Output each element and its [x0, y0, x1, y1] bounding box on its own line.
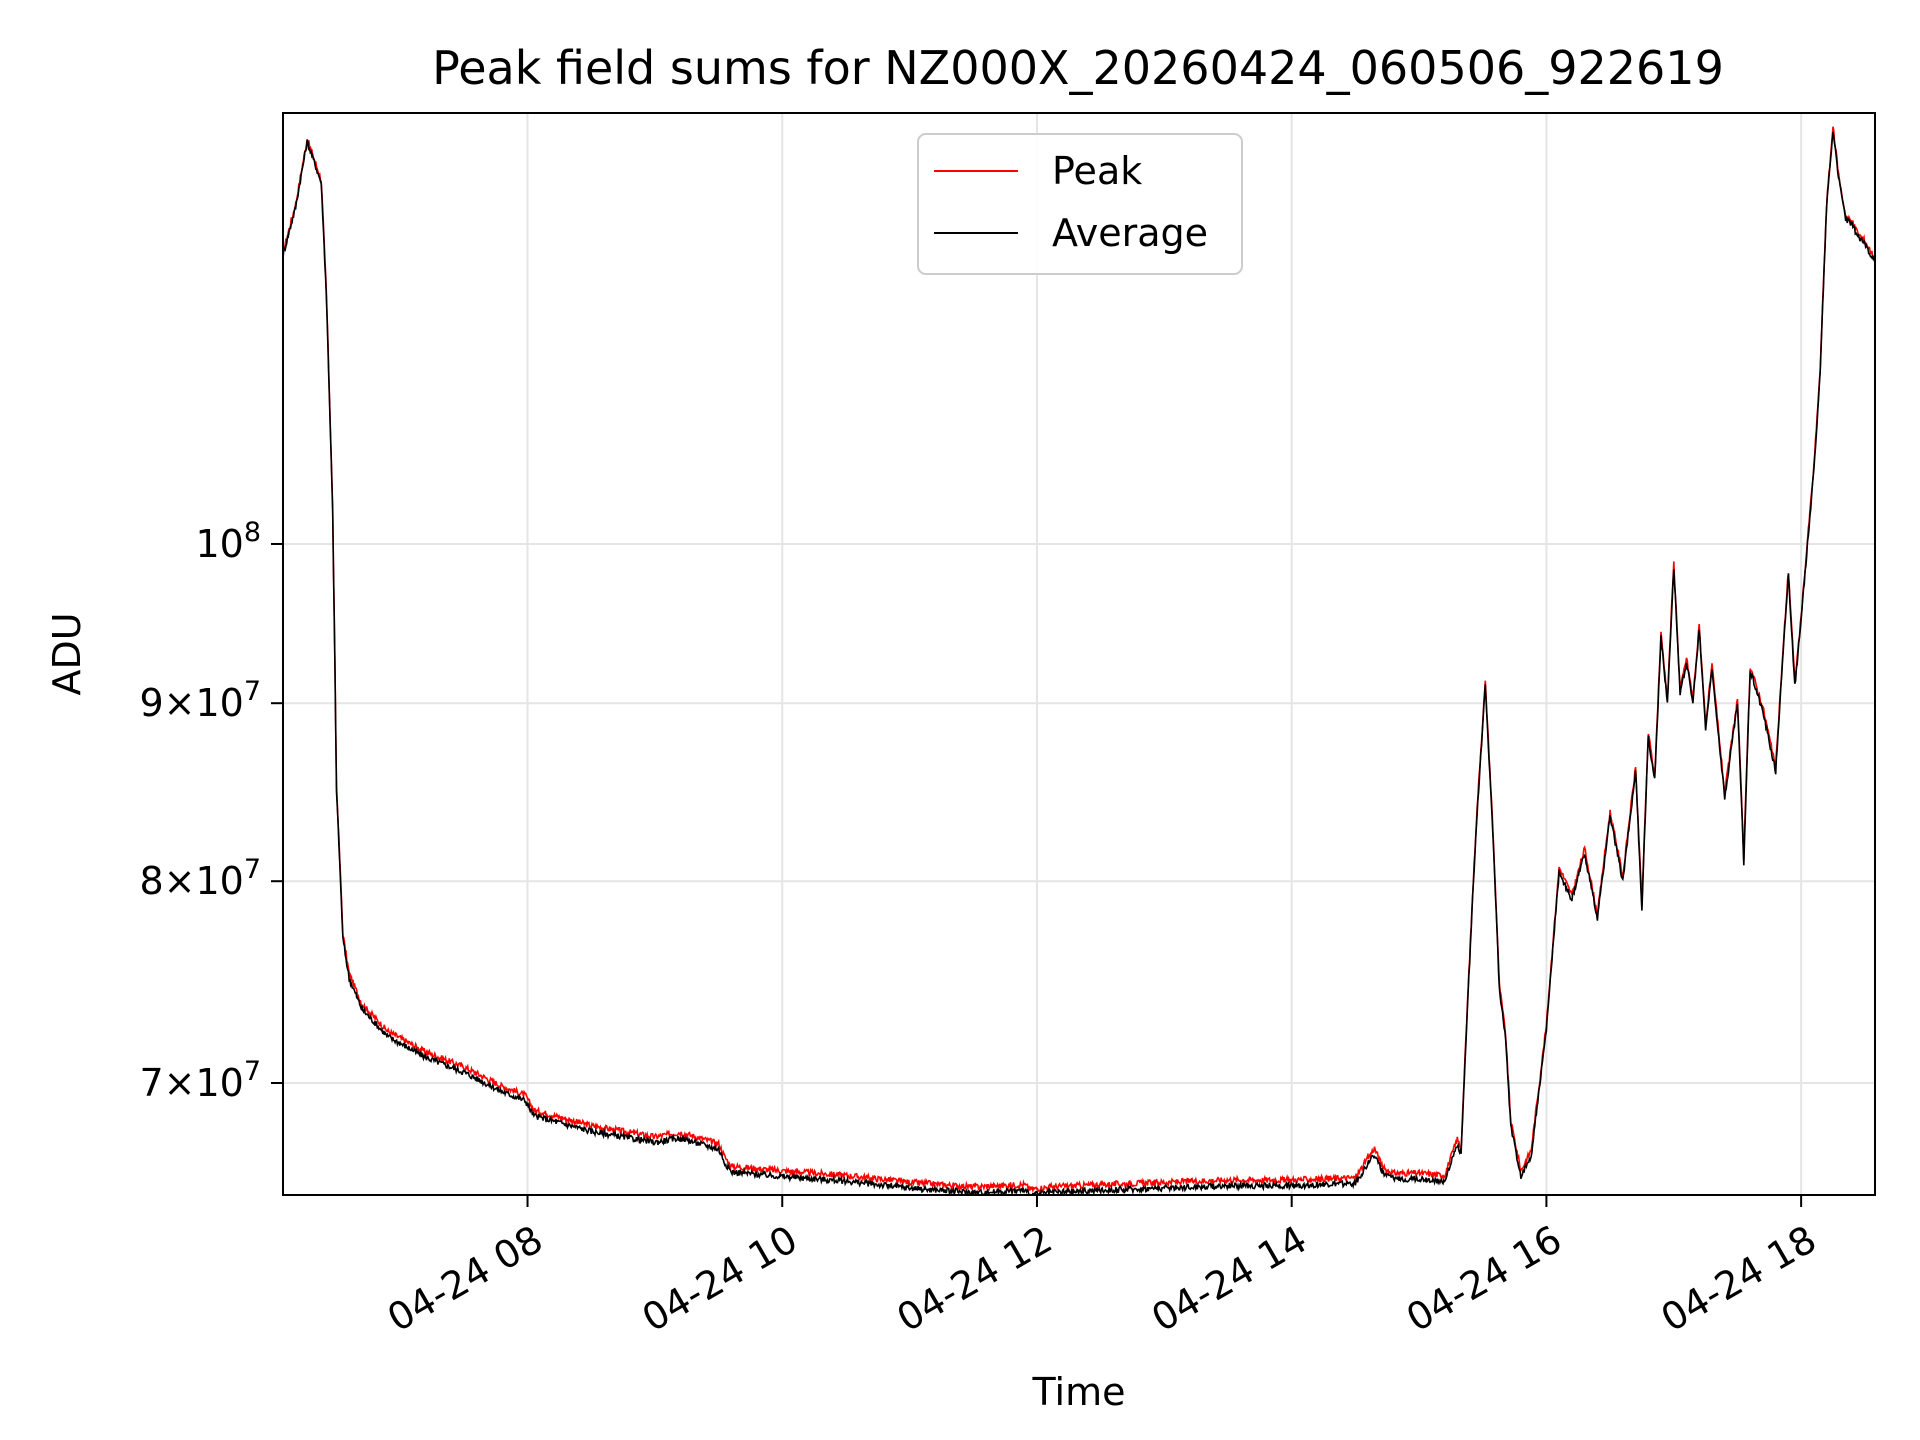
legend: Peak Average: [917, 133, 1243, 275]
grid-lines: [283, 113, 1875, 1195]
y-axis-label: ADU: [45, 612, 89, 695]
y-tick-label: 7×107: [139, 1056, 261, 1105]
plot-area-frame: [282, 112, 1876, 1196]
legend-box: [917, 133, 1243, 275]
chart-title: Peak field sums for NZ000X_20260424_0605…: [432, 41, 1724, 95]
y-tick-label: 9×107: [139, 676, 261, 725]
y-tick-label: 8×107: [139, 854, 261, 903]
x-axis-label: Time: [1032, 1370, 1126, 1414]
series-layer: [283, 126, 1875, 1195]
series-line-average: [283, 131, 1875, 1195]
legend-label-average: Average: [1052, 211, 1208, 255]
legend-label-peak: Peak: [1052, 149, 1142, 193]
